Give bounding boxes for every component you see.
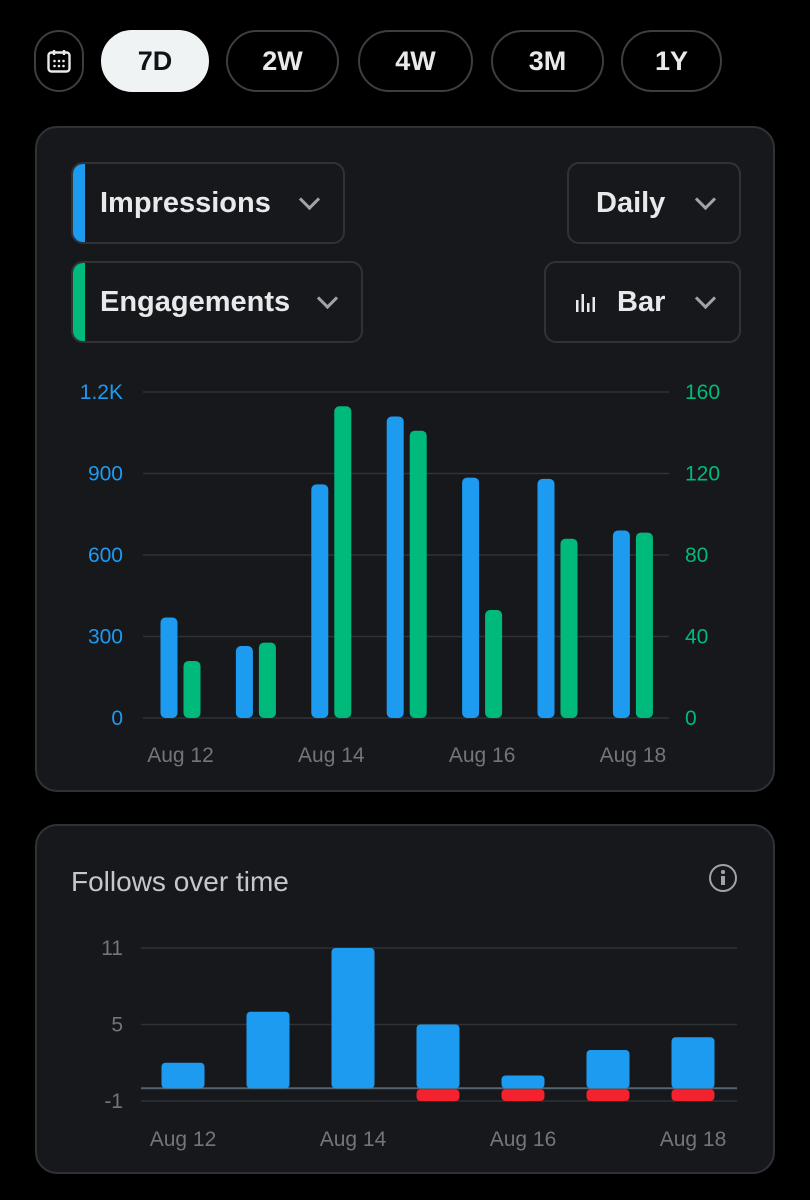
y-right-tick-label: 0 <box>685 707 697 730</box>
follows-card: Follows over time -1 5 11 Aug 12 Aug 14 Aug 1… <box>35 824 775 1174</box>
follows-gained-bar <box>586 1050 630 1089</box>
x-tick-label: Aug 18 <box>600 744 667 767</box>
y-left-tick-label: 300 <box>88 626 123 649</box>
follows-lost-bar <box>586 1089 630 1101</box>
y-right-tick-label: 160 <box>685 381 720 404</box>
engagements-bar <box>485 610 503 718</box>
bar-chart-icon <box>576 294 595 312</box>
y-right-tick-label: 80 <box>685 544 708 567</box>
impressions-bar <box>386 416 404 718</box>
follows-gained-bar <box>161 1062 205 1089</box>
secondary-metric-color-swatch <box>73 263 85 341</box>
x-tick-label: Aug 12 <box>147 744 214 767</box>
follows-lost-bar <box>416 1089 460 1101</box>
interval-dropdown[interactable]: Daily <box>567 162 741 244</box>
primary-metric-label: Impressions <box>100 186 271 219</box>
impressions-bar <box>462 477 480 718</box>
engagements-bar <box>409 430 427 718</box>
info-icon[interactable] <box>709 864 737 892</box>
y-tick-label: -1 <box>104 1090 123 1113</box>
interval-label: Daily <box>596 186 666 219</box>
y-tick-label: 11 <box>101 937 123 960</box>
y-right-tick-label: 40 <box>685 626 708 649</box>
impressions-bar <box>235 646 253 718</box>
follows-title: Follows over time <box>71 866 289 897</box>
x-tick-label: Aug 16 <box>449 744 516 767</box>
impressions-bar <box>612 530 630 718</box>
follows-gained-bar <box>501 1075 545 1089</box>
range-2w-button[interactable]: 2W <box>226 30 339 92</box>
impressions-engagements-chart: 0 0 300 40 600 80 900 120 1.2K 160 Aug 12 Aug 14 Aug… <box>80 381 720 767</box>
range-4w-button[interactable]: 4W <box>358 30 473 92</box>
follows-gained-bar <box>416 1024 460 1089</box>
primary-metric-color-swatch <box>73 164 85 242</box>
y-right-tick-label: 120 <box>685 463 720 486</box>
range-1y-button[interactable]: 1Y <box>621 30 722 92</box>
follows-lost-bar <box>501 1089 545 1101</box>
x-tick-label: Aug 14 <box>320 1128 387 1151</box>
engagements-bar <box>635 532 653 718</box>
y-left-tick-label: 0 <box>111 707 123 730</box>
x-tick-label: Aug 14 <box>298 744 365 767</box>
date-range-bar: 7D 2W 4W 3M 1Y <box>34 28 794 94</box>
y-left-tick-label: 600 <box>88 544 123 567</box>
y-tick-label: 5 <box>111 1014 123 1037</box>
secondary-metric-dropdown[interactable]: Engagements <box>71 261 363 343</box>
follows-gained-bar <box>671 1037 715 1089</box>
impressions-bar <box>311 484 329 718</box>
follows-gained-bar <box>246 1011 290 1089</box>
follows-lost-bar <box>671 1089 715 1101</box>
primary-metric-dropdown[interactable]: Impressions <box>71 162 345 244</box>
range-7d-button[interactable]: 7D <box>101 30 209 92</box>
chart-type-label: Bar <box>617 285 666 318</box>
range-3m-button[interactable]: 3M <box>491 30 604 92</box>
y-left-tick-label: 900 <box>88 463 123 486</box>
calendar-button[interactable] <box>34 30 84 92</box>
follows-chart: -1 5 11 Aug 12 Aug 14 Aug 16 Aug 18 <box>101 937 737 1151</box>
x-tick-label: Aug 16 <box>490 1128 557 1151</box>
chart-type-dropdown[interactable]: Bar <box>544 261 741 343</box>
engagements-bar <box>258 642 276 718</box>
engagements-bar <box>183 660 201 718</box>
follows-gained-bar <box>331 948 375 1089</box>
metrics-chart-card: Impressions Daily Engagements Bar 0 0 300 4… <box>35 126 775 792</box>
secondary-metric-label: Engagements <box>100 285 291 318</box>
y-left-tick-label: 1.2K <box>80 381 123 404</box>
impressions-bar <box>160 617 178 718</box>
calendar-icon <box>47 50 71 73</box>
x-tick-label: Aug 18 <box>660 1128 727 1151</box>
impressions-bar <box>537 478 555 718</box>
engagements-bar <box>334 406 352 718</box>
x-tick-label: Aug 12 <box>150 1128 217 1151</box>
engagements-bar <box>560 538 578 718</box>
